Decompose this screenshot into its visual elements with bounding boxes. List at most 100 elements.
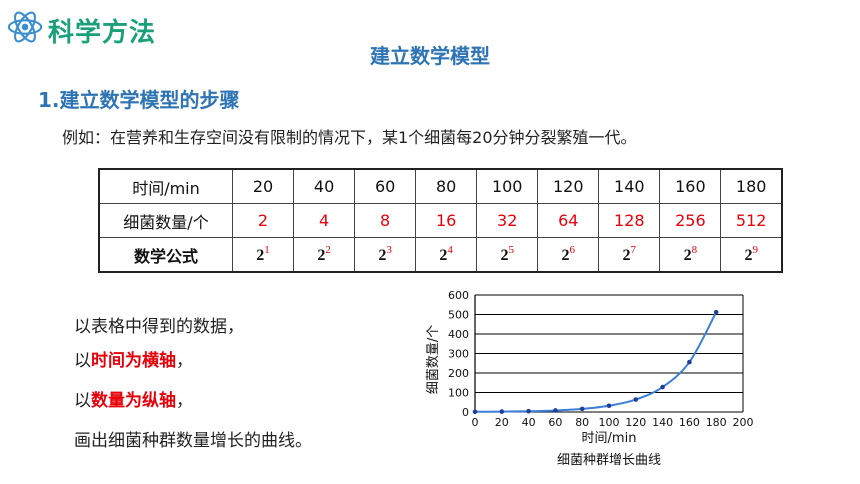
count-cell: 4 (293, 203, 356, 238)
time-cell: 40 (293, 168, 356, 204)
x-axis-highlight: 时间为横轴 (91, 351, 176, 371)
count-cell: 128 (598, 203, 661, 238)
formula-exponent: 4 (447, 244, 453, 256)
row-label-count: 细菌数量/个 (98, 203, 233, 238)
step-text-3-suffix: ， (176, 391, 193, 411)
data-point (713, 309, 719, 315)
data-table: 时间/min 20 40 60 80 100 120 140 160 180 细… (98, 168, 783, 273)
formula-exponent: 5 (508, 244, 514, 256)
time-cell: 100 (476, 168, 539, 204)
formula-cell: 22 (293, 237, 356, 273)
data-point (687, 359, 692, 365)
data-point (606, 403, 612, 409)
formula-base: 2 (500, 247, 509, 264)
count-cell: 32 (476, 203, 539, 238)
example-text: 例如：在营养和生存空间没有限制的情况下，某1个细菌每20分钟分裂繁殖一代。 (62, 128, 637, 147)
time-cell: 60 (354, 168, 417, 204)
x-tick-label: 140 (652, 416, 673, 429)
x-tick-label: 160 (679, 416, 700, 429)
data-point (660, 384, 665, 390)
growth-curve-chart: 0 100 200 300 400 500 600 0 20 40 60 80 100 120 140 160… (426, 289, 754, 468)
y-tick-label: 200 (448, 367, 469, 380)
count-cell: 256 (659, 203, 722, 238)
time-cell: 160 (659, 168, 722, 204)
y-tick-label: 400 (448, 328, 469, 341)
formula-exponent: 1 (264, 244, 270, 256)
formula-exponent: 8 (691, 244, 698, 256)
formula-exponent: 3 (386, 244, 392, 256)
data-point (553, 408, 558, 413)
formula-base: 2 (378, 247, 387, 264)
x-tick-label: 60 (548, 416, 562, 429)
formula-base: 2 (744, 247, 753, 264)
count-cell: 512 (720, 203, 783, 238)
formula-exponent: 7 (630, 244, 637, 256)
formula-base: 2 (683, 247, 692, 264)
brand-label: 科学方法 (48, 18, 157, 48)
step-text-2-prefix: 以 (74, 351, 91, 371)
formula-cell: 27 (598, 237, 661, 273)
formula-cell: 29 (720, 237, 783, 273)
formula-cell: 26 (537, 237, 600, 273)
y-axis-label: 细菌数量/个 (426, 325, 441, 394)
count-cell: 16 (415, 203, 478, 238)
formula-cell: 25 (476, 237, 539, 273)
formula-cell: 28 (659, 237, 722, 273)
data-point (472, 409, 478, 415)
chart-title: 细菌种群增长曲线 (557, 453, 661, 468)
count-cell: 64 (537, 203, 600, 238)
y-tick-label: 100 (448, 387, 469, 400)
x-tick-label: 0 (472, 416, 479, 429)
y-tick-label: 500 (448, 309, 469, 322)
data-point (579, 406, 585, 412)
growth-curve-line (474, 311, 718, 413)
formula-base: 2 (622, 247, 631, 264)
time-cell: 180 (720, 168, 783, 204)
step-text-2: 以时间为横轴， (74, 346, 193, 371)
section-heading: 1.建立数学模型的步骤 (38, 88, 240, 112)
x-tick-label: 120 (625, 416, 646, 429)
y-tick-label: 0 (462, 406, 469, 419)
x-axis-label: 时间/min (582, 431, 637, 446)
formula-exponent: 9 (752, 244, 758, 256)
y-tick-label: 600 (448, 289, 469, 302)
x-tick-label: 80 (575, 416, 589, 429)
y-tick-label: 300 (448, 348, 469, 361)
formula-base: 2 (256, 247, 265, 264)
slide-title: 建立数学模型 (370, 44, 490, 68)
y-axis-highlight: 数量为纵轴 (91, 391, 176, 411)
count-cell: 8 (354, 203, 417, 238)
x-tick-label: 180 (706, 416, 727, 429)
row-label-formula: 数学公式 (98, 237, 233, 273)
x-tick-label: 40 (522, 416, 536, 429)
x-tick-label: 20 (495, 416, 509, 429)
data-point (633, 397, 639, 402)
data-point (499, 409, 505, 414)
formula-base: 2 (439, 247, 448, 264)
time-cell: 20 (231, 168, 295, 204)
atom-logo-icon (7, 11, 43, 43)
step-text-2-suffix: ， (176, 351, 193, 371)
formula-exponent: 6 (569, 244, 576, 256)
time-cell: 140 (598, 168, 661, 204)
x-tick-label: 200 (733, 416, 754, 429)
step-text-3: 以数量为纵轴， (74, 386, 193, 411)
step-text-3-prefix: 以 (74, 391, 91, 411)
table-row-time: 时间/min 20 40 60 80 100 120 140 160 180 (98, 168, 783, 204)
step-text-1: 以表格中得到的数据， (74, 317, 244, 337)
formula-cell: 21 (231, 237, 295, 273)
x-tick-label: 100 (599, 416, 620, 429)
formula-exponent: 2 (325, 244, 331, 256)
time-cell: 120 (537, 168, 600, 204)
formula-base: 2 (317, 247, 326, 264)
formula-cell: 24 (415, 237, 478, 273)
data-point (526, 408, 531, 414)
count-cell: 2 (231, 203, 295, 238)
table-row-count: 细菌数量/个 2 4 8 16 32 64 128 256 512 (98, 203, 783, 238)
step-text-4: 画出细菌种群数量增长的曲线。 (74, 431, 312, 451)
time-cell: 80 (415, 168, 478, 204)
formula-cell: 23 (354, 237, 417, 273)
row-label-time: 时间/min (98, 168, 233, 204)
formula-base: 2 (561, 247, 570, 264)
table-row-formula: 数学公式 21 22 23 24 25 26 27 28 29 (98, 237, 783, 273)
